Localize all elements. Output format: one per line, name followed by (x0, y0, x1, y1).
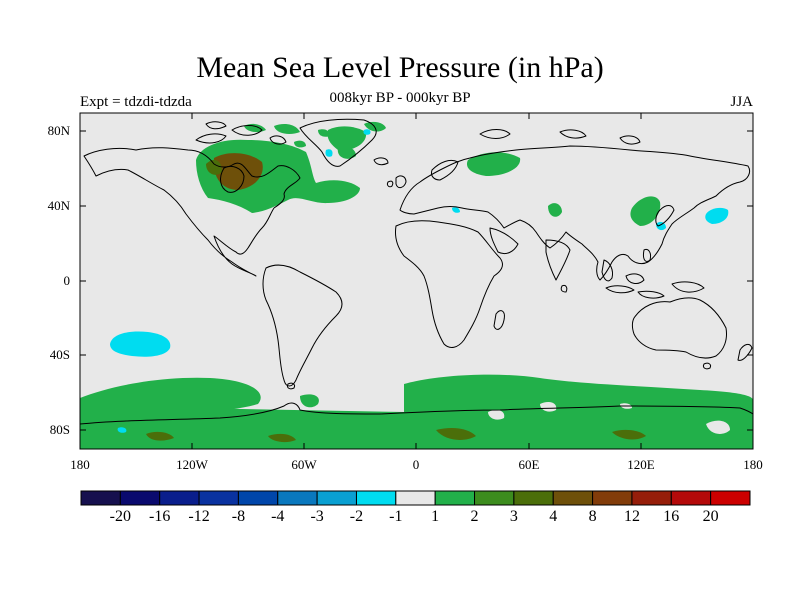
lat-label-80s: 80S (49, 422, 70, 437)
lon-label-180w: 180 (70, 457, 90, 472)
colorbar-tick-label: 2 (470, 508, 479, 525)
colorbar-swatch (237, 490, 279, 506)
africa-coast (395, 220, 503, 348)
lon-label-60e: 60E (518, 457, 540, 472)
colorbar-swatch (198, 490, 239, 506)
lon-label-180e: 180 (743, 457, 763, 472)
experiment-label: Expt = tdzdi-tdzda (80, 94, 192, 110)
lon-label-120w: 120W (176, 457, 208, 472)
colorbar-tick-label: -1 (389, 508, 403, 525)
colorbar-swatch (592, 490, 633, 506)
lat-label-80n: 80N (47, 123, 70, 138)
colorbar-tick-label: -8 (231, 508, 246, 525)
season-label: JJA (730, 94, 753, 110)
australia-coast (632, 297, 727, 359)
axis-ticks (80, 113, 753, 449)
map-title: Mean Sea Level Pressure (in hPa) (196, 51, 604, 84)
colorbar-tick-label: 4 (549, 508, 558, 525)
coastlines (80, 118, 753, 425)
japan-coast (655, 205, 675, 227)
colorbar-tick-label: 3 (509, 508, 518, 525)
eurasia-coast (399, 145, 751, 281)
japan-positive (630, 196, 661, 226)
antarctica-positive (436, 428, 476, 440)
map-subtitle: 008kyr BP - 000kyr BP (329, 90, 471, 106)
colorbar-swatch (631, 490, 672, 506)
colorbar-swatch (355, 490, 397, 506)
greenland-coast (299, 118, 377, 167)
colorbar-swatch (710, 490, 751, 506)
colorbar-tick-label: 16 (663, 508, 680, 525)
colorbar-swatch (434, 490, 476, 506)
south-pacific-negative (110, 331, 171, 357)
north-pacific-negative (705, 207, 729, 224)
colorbar-tick-label: 1 (431, 508, 440, 525)
colorbar-tick-label: 8 (588, 508, 597, 525)
colorbar-swatch (277, 490, 318, 506)
lat-label-40s: 40S (49, 347, 70, 362)
colorbar-swatch (80, 490, 121, 506)
negative-anomaly-fill (110, 129, 729, 433)
colorbar-tick-label: -12 (188, 508, 210, 525)
lon-label-0: 0 (412, 457, 420, 472)
colorbar-swatch (670, 490, 712, 506)
colorbar-swatch (316, 490, 357, 506)
colorbar-swatch (119, 490, 161, 506)
colorbar (80, 490, 751, 506)
lon-label-120e: 120E (627, 457, 655, 472)
colorbar-tick-label: -2 (349, 508, 364, 525)
south-america-coast (262, 264, 343, 387)
colorbar-tick-label: -3 (310, 508, 324, 525)
siberia-positive (466, 152, 521, 176)
colorbar-swatch (552, 490, 594, 506)
colorbar-tick-label: 12 (623, 508, 640, 525)
greenland-positive (327, 126, 367, 151)
lat-label-0: 0 (63, 273, 71, 288)
lat-label-40n: 40N (47, 198, 70, 213)
colorbar-swatch (474, 490, 515, 506)
strong-positive-anomaly-fill (146, 153, 646, 443)
antarctica-coast (80, 402, 753, 425)
colorbar-swatch (395, 490, 436, 506)
colorbar-tick-label: -20 (109, 508, 132, 525)
hudson-bay-positive (213, 153, 263, 190)
colorbar-swatch (513, 490, 554, 506)
colorbar-swatch (159, 490, 200, 506)
colorbar-tick-label: -4 (271, 508, 285, 525)
colorbar-tick-label: -16 (149, 508, 171, 525)
colorbar-tick-label: 20 (702, 508, 719, 525)
lon-label-60w: 60W (291, 457, 317, 472)
